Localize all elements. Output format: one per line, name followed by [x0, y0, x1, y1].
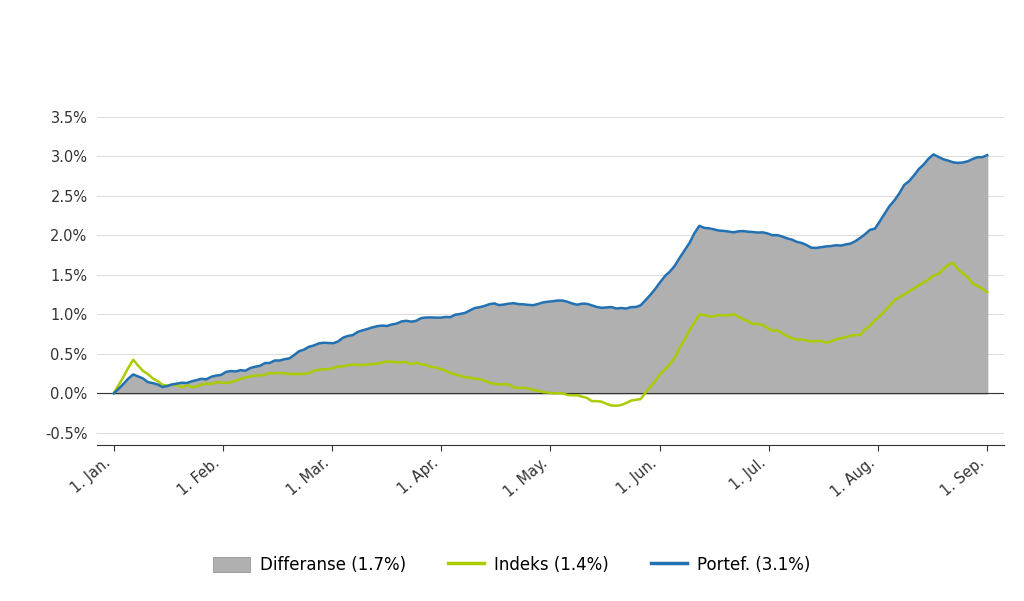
Text: Avkastning i perioden (%): Avkastning i perioden (%) — [319, 22, 705, 47]
Legend: Differanse (1.7%), Indeks (1.4%), Portef. (3.1%): Differanse (1.7%), Indeks (1.4%), Portef… — [207, 549, 817, 581]
